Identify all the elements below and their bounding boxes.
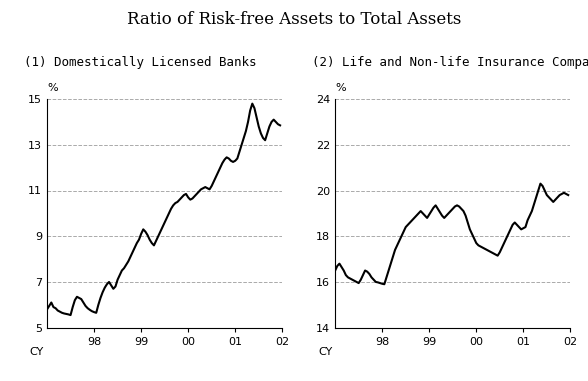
Text: CY: CY (318, 347, 332, 357)
Text: %: % (47, 83, 58, 93)
Text: (2) Life and Non-life Insurance Companies: (2) Life and Non-life Insurance Companie… (312, 56, 588, 69)
Text: Ratio of Risk-free Assets to Total Assets: Ratio of Risk-free Assets to Total Asset… (127, 11, 461, 29)
Text: %: % (335, 83, 346, 93)
Text: (1) Domestically Licensed Banks: (1) Domestically Licensed Banks (24, 56, 256, 69)
Text: CY: CY (30, 347, 44, 357)
